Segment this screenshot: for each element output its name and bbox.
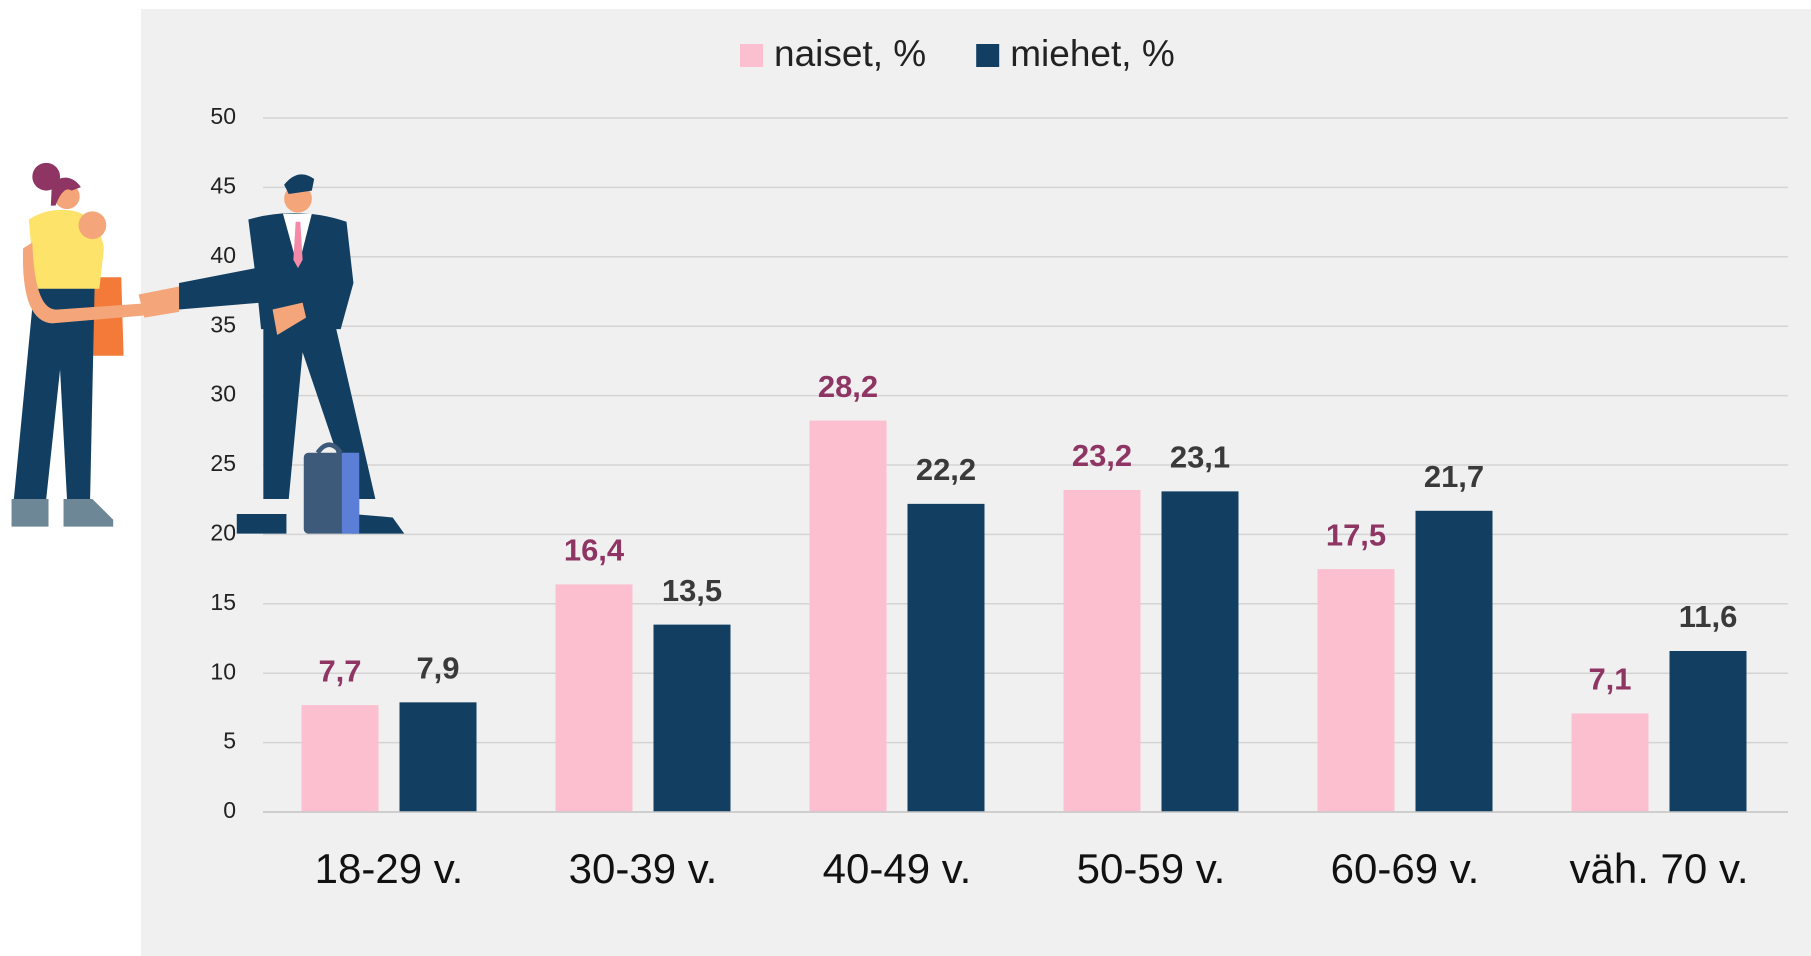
y-tick-label: 20 <box>210 519 236 545</box>
y-tick-label: 0 <box>223 797 236 823</box>
value-label: 17,5 <box>1326 517 1386 552</box>
x-tick-label: väh. 70 v. <box>1570 845 1749 892</box>
value-label: 28,2 <box>818 369 878 404</box>
bar <box>1161 491 1239 812</box>
bar <box>1317 569 1395 812</box>
y-tick-label: 15 <box>210 589 236 615</box>
y-tick-label: 5 <box>223 728 236 754</box>
legend-label: miehet, % <box>1010 33 1175 74</box>
y-tick-label: 35 <box>210 311 236 337</box>
y-tick-label: 30 <box>210 381 236 407</box>
bar <box>1669 650 1747 812</box>
legend-swatch <box>976 44 1000 67</box>
value-label: 11,6 <box>1679 599 1738 634</box>
value-label: 23,1 <box>1170 440 1230 475</box>
value-label: 7,9 <box>416 651 459 686</box>
value-label: 22,2 <box>916 452 976 487</box>
bar <box>1571 713 1649 812</box>
x-tick-label: 40-49 v. <box>823 845 972 892</box>
bar <box>555 584 633 812</box>
bar <box>1063 489 1141 812</box>
handshake-illustration <box>11 162 405 534</box>
bar <box>301 705 379 812</box>
value-label: 13,5 <box>662 573 722 608</box>
value-label: 16,4 <box>564 533 625 568</box>
bar <box>399 702 477 812</box>
bar <box>907 503 985 812</box>
y-tick-label: 40 <box>210 242 236 268</box>
bar <box>1415 510 1493 812</box>
legend-label: naiset, % <box>774 33 926 74</box>
legend-swatch <box>740 44 763 67</box>
y-tick-label: 25 <box>210 450 236 476</box>
x-tick-label: 30-39 v. <box>569 845 718 892</box>
plot-area: 0 5 10 15 20 25 30 35 40 45 50 naiset, % miehet, % 18… <box>210 33 1788 892</box>
value-label: 7,1 <box>1588 662 1631 697</box>
value-label: 21,7 <box>1424 459 1484 494</box>
value-label: 7,7 <box>318 653 361 688</box>
value-label: 23,2 <box>1072 438 1132 473</box>
y-tick-label: 50 <box>210 103 236 129</box>
x-tick-label: 60-69 v. <box>1331 845 1480 892</box>
y-tick-label: 10 <box>210 658 236 684</box>
bar <box>653 624 731 812</box>
x-tick-label: 18-29 v. <box>315 845 464 892</box>
y-tick-label: 45 <box>210 172 236 198</box>
bar <box>809 420 887 812</box>
x-tick-label: 50-59 v. <box>1077 845 1226 892</box>
